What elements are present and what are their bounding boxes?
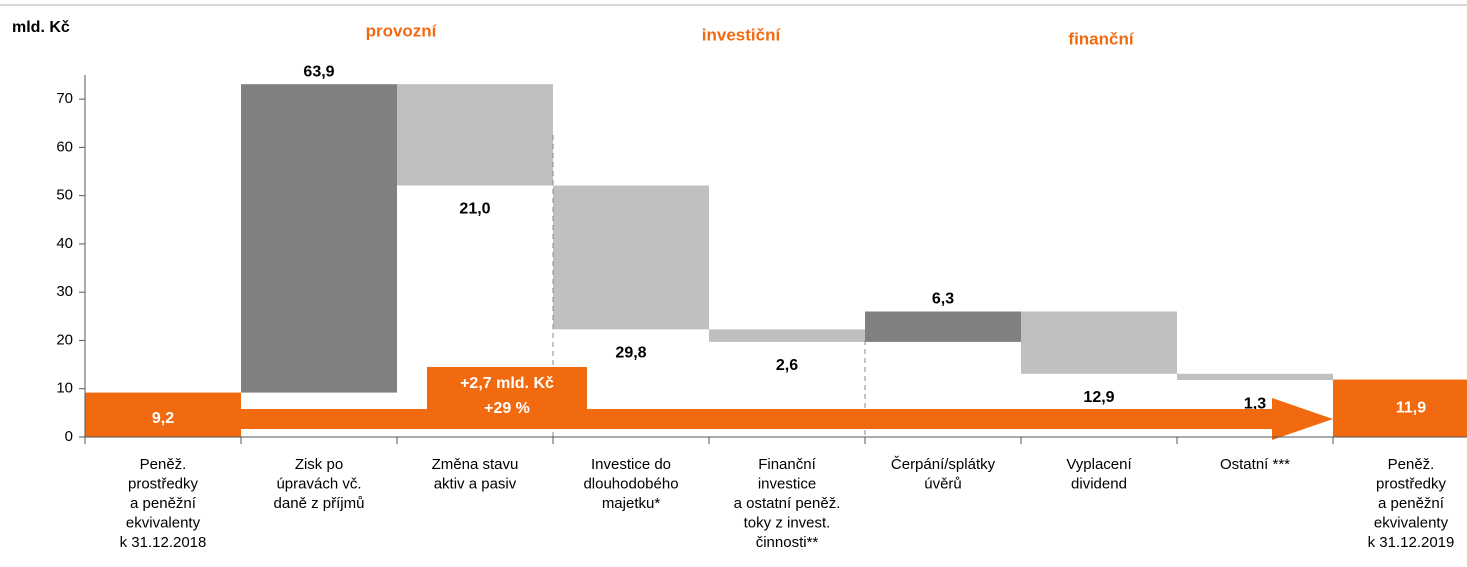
x-tick-label: daně z příjmů — [274, 495, 365, 512]
value-label: 29,8 — [615, 345, 646, 362]
x-tick-label: ekvivalenty — [1374, 514, 1449, 531]
x-tick-label: prostředky — [128, 475, 199, 492]
y-tick-label: 70 — [56, 90, 73, 107]
bar — [397, 84, 553, 186]
x-tick-label: dividend — [1071, 475, 1127, 492]
bar — [865, 311, 1021, 342]
x-tick-label: k 31.12.2019 — [1368, 534, 1455, 551]
y-tick-label: 40 — [56, 235, 73, 252]
value-label: 63,9 — [303, 63, 334, 80]
x-tick-label: Ostatní *** — [1220, 456, 1290, 473]
x-tick-label: Čerpání/splátky — [891, 456, 996, 473]
value-label: 2,6 — [776, 357, 798, 374]
x-tick-label: Změna stavu — [432, 456, 519, 473]
value-label: 6,3 — [932, 291, 954, 308]
x-tick-label: dlouhodobého — [583, 475, 678, 492]
bar — [553, 185, 709, 330]
y-tick-label: 10 — [56, 380, 73, 397]
x-tick-label: úpravách vč. — [276, 475, 361, 492]
y-tick-label: 20 — [56, 331, 73, 348]
x-tick-label: Vyplacení — [1066, 456, 1132, 473]
x-tick-label: investice — [758, 475, 816, 492]
bar — [1333, 379, 1467, 437]
y-tick-label: 30 — [56, 283, 73, 300]
bar — [1177, 373, 1333, 381]
group-label: investiční — [702, 25, 782, 44]
x-tick-label: a ostatní peněž. — [734, 495, 841, 512]
x-tick-label: Peněž. — [1388, 456, 1435, 473]
x-tick-label: Zisk po — [295, 456, 343, 473]
y-tick-label: 0 — [65, 428, 73, 445]
axis-unit-label: mld. Kč — [12, 19, 70, 36]
annotation-box — [427, 367, 587, 428]
x-tick-label: toky z invest. — [744, 514, 831, 531]
value-label: 21,0 — [459, 201, 490, 218]
x-tick-label: Peněž. — [140, 456, 187, 473]
bars: 9,2 63,9 21,0 29,8 2,6 6,3 12,9 1,3 11,9 — [85, 63, 1467, 437]
y-tick-label: 60 — [56, 138, 73, 155]
x-tick-label: úvěrů — [924, 475, 962, 492]
value-label: 11,9 — [1396, 400, 1426, 417]
x-tick-label: prostředky — [1376, 475, 1447, 492]
x-tick-label: Investice do — [591, 456, 671, 473]
x-tick-label: a peněžní — [1378, 495, 1445, 512]
annotation: +29 % — [484, 400, 530, 417]
x-tick-label: Finanční — [758, 456, 816, 473]
x-tick-label: činnosti** — [756, 534, 819, 551]
bar — [709, 329, 865, 342]
x-tick-label: ekvivalenty — [126, 514, 201, 531]
y-tick-label: 50 — [56, 187, 73, 204]
change-arrow — [240, 398, 1333, 440]
value-label: 12,9 — [1083, 389, 1114, 406]
annotation: +2,7 mld. Kč — [460, 375, 554, 392]
group-label: finanční — [1068, 29, 1134, 48]
value-label: 1,3 — [1244, 395, 1266, 412]
x-tick-label: k 31.12.2018 — [120, 534, 207, 551]
bar — [241, 84, 397, 393]
value-label: 9,2 — [152, 410, 174, 427]
group-label: provozní — [366, 21, 438, 40]
bar — [1021, 311, 1177, 374]
bar — [85, 392, 241, 437]
axes: 0 10 20 30 40 50 60 70 Peněž. prostředky a peněžní… — [56, 75, 1467, 551]
x-tick-label: a peněžní — [130, 495, 197, 512]
x-tick-label: aktiv a pasiv — [434, 475, 517, 492]
x-tick-label: majetku* — [602, 495, 661, 512]
